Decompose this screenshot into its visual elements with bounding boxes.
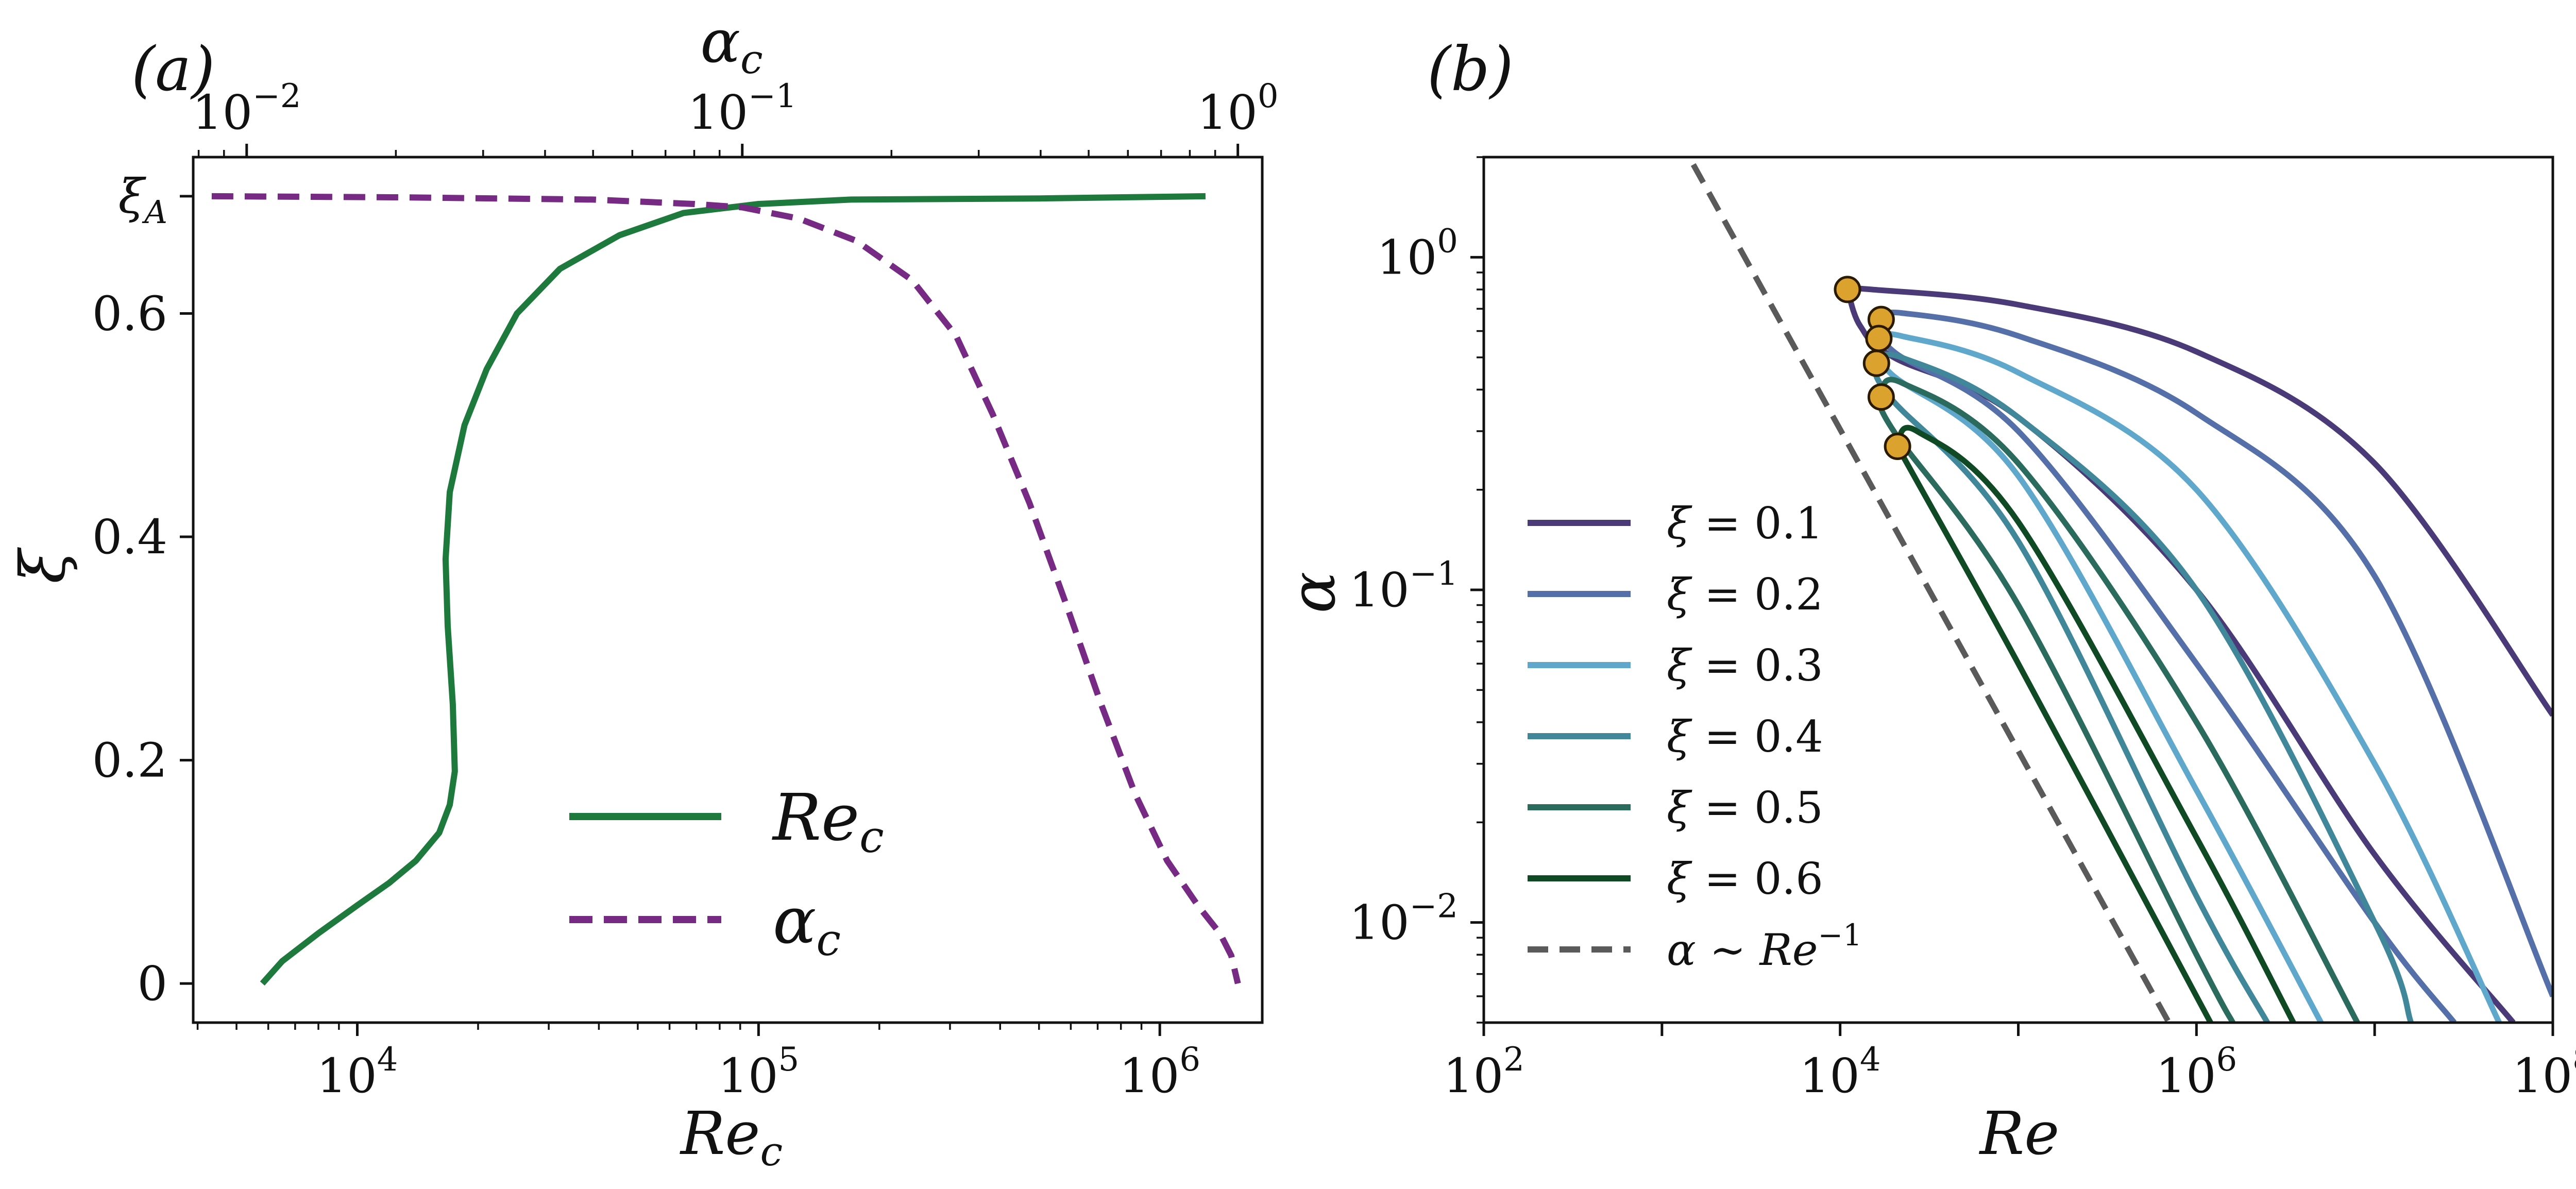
panel-b-x-axis-label: Re xyxy=(1979,1099,2060,1168)
y-tick-label: 10−2 xyxy=(1349,888,1458,950)
neutral-curve-upper-branch xyxy=(1878,377,2360,1023)
panel-a-y-axis-label: ξ xyxy=(8,547,79,584)
panel-a-series xyxy=(211,193,1241,986)
y-tick-label: 0.4 xyxy=(92,509,167,565)
y-tick-label: 100 xyxy=(1377,222,1458,285)
x-tick-label: 104 xyxy=(1800,1041,1881,1103)
alpha-curve xyxy=(211,193,1241,984)
panel-a-x-ticks: 104 105 106 xyxy=(196,1023,1200,1103)
critical-point-marker xyxy=(1834,276,1861,303)
x-tick-label: 105 xyxy=(718,1041,799,1103)
neutral-curve-lower-branch xyxy=(1877,396,2235,1023)
legend-label: ξ = 0.5 xyxy=(1667,783,1823,833)
panel-a: (a) 104 105 106 10−2 10−1 100 0 0.2 0.4 0.6 ξA R… xyxy=(8,7,1279,1175)
panel-b-legend: ξ = 0.1 ξ = 0.2 ξ = 0.3 ξ = 0.4 ξ = 0.5 ξ = 0… xyxy=(1528,498,1862,975)
legend-label: ξ = 0.4 xyxy=(1667,711,1823,762)
legend-label: ξ = 0.6 xyxy=(1667,854,1823,904)
legend-label: ξ = 0.3 xyxy=(1667,640,1823,691)
neutral-curve-upper-branch xyxy=(1846,285,2553,717)
panel-b-series xyxy=(1690,163,2553,1023)
panel-b-y-axis-label: α xyxy=(1278,571,1349,613)
panel-b: (b) 102 104 106 108 10−2 10−1 100 Re α ξ = 0.… xyxy=(1278,33,2576,1168)
critical-point-marker xyxy=(1862,349,1890,377)
legend-alpha-label: αc xyxy=(773,884,841,966)
neutral-curve-lower-branch xyxy=(1873,337,2324,1023)
top-x-tick-label: 10−2 xyxy=(192,77,301,140)
x-tick-label: 104 xyxy=(317,1041,398,1103)
neutral-curve-lower-branch xyxy=(1895,445,2214,1023)
legend-label: α ∼ Re−1 xyxy=(1667,918,1862,975)
panel-a-top-x-axis-label: αc xyxy=(700,7,762,83)
panel-a-top-x-ticks: 10−2 10−1 100 xyxy=(192,77,1279,157)
panel-a-label: (a) xyxy=(131,33,215,105)
x-tick-label: 106 xyxy=(1119,1041,1200,1103)
scaling-line xyxy=(1690,163,2172,1023)
panel-b-y-ticks: 10−2 10−1 100 xyxy=(1349,156,1484,1024)
y-tick-label: 10−1 xyxy=(1349,555,1458,618)
critical-point-marker xyxy=(1865,325,1893,352)
y-tick-label: 0.6 xyxy=(92,286,167,341)
top-x-tick-label: 10−1 xyxy=(688,77,796,140)
legend-label: ξ = 0.2 xyxy=(1667,569,1823,620)
panel-a-y-ticks: 0 0.2 0.4 0.6 ξA xyxy=(92,169,193,1011)
neutral-curve-upper-branch xyxy=(1875,351,2414,1023)
x-tick-label: 102 xyxy=(1443,1041,1524,1103)
y-tick-label: 0.2 xyxy=(92,733,167,788)
x-tick-label: 108 xyxy=(2512,1041,2576,1103)
neutral-curve-upper-branch xyxy=(1879,309,2553,998)
x-tick-label: 106 xyxy=(2156,1041,2237,1103)
legend-rec-label: Rec xyxy=(772,780,884,863)
rec-curve xyxy=(260,193,1206,986)
panel-a-x-axis-label: Rec xyxy=(680,1099,783,1175)
neutral-curve-upper-branch xyxy=(1877,331,2502,1023)
critical-point-marker xyxy=(1867,383,1895,411)
y-tick-label: 0 xyxy=(137,956,167,1011)
panel-b-label: (b) xyxy=(1427,33,1514,105)
legend-label: ξ = 0.1 xyxy=(1667,498,1823,549)
top-x-tick-label: 100 xyxy=(1197,77,1279,140)
panel-b-markers xyxy=(1834,276,1911,460)
panel-a-legend: Rec αc xyxy=(569,780,884,966)
critical-point-marker xyxy=(1884,432,1911,460)
panel-b-axes-frame xyxy=(1482,156,2554,1024)
panel-b-x-ticks: 102 104 106 108 xyxy=(1443,1023,2576,1103)
y-tick-label: ξA xyxy=(118,169,167,231)
neutral-curve-upper-branch xyxy=(1895,424,2296,1023)
panel-a-axes-frame xyxy=(192,156,1264,1024)
